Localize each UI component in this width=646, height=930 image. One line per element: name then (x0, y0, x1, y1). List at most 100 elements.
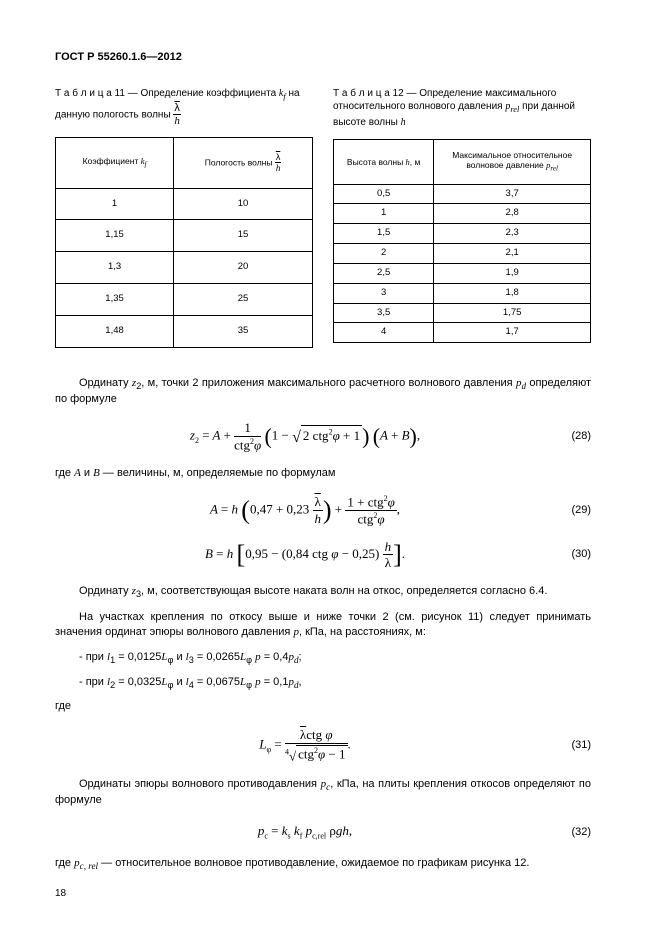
cell: 1 (56, 188, 174, 220)
cell: 2 (334, 244, 434, 264)
txt: и (173, 676, 185, 688)
formula-29-num: (29) (555, 503, 591, 518)
cell: 1,35 (56, 284, 174, 316)
formula-31: Lφ = λctg φ 4√ctg2φ − 1 . (31) (55, 728, 591, 763)
formula-32-num: (32) (555, 825, 591, 840)
txt: — величины, м, определяемые по формулам (100, 467, 336, 479)
txt: - при (79, 651, 107, 663)
para-sections: На участках крепления по откосу выше и н… (55, 610, 591, 640)
page-number: 18 (55, 887, 591, 901)
cell: 1,8 (434, 283, 591, 303)
sym-pd: pd (516, 377, 526, 389)
cell: 35 (174, 315, 313, 347)
cell: 15 (174, 220, 313, 252)
formula-32: pc = ks kf pc,rel ρgh, (32) (55, 822, 591, 842)
table-12-caption: Т а б л и ц а 12 — Определение максималь… (333, 87, 591, 129)
formula-31-body: Lφ = λctg φ 4√ctg2φ − 1 . (55, 728, 555, 763)
table-row: 22,1 (334, 244, 591, 264)
cell: 1,7 (434, 323, 591, 343)
txt: = 0,0325 (115, 676, 161, 688)
t11-cap-frac: λh (173, 103, 181, 127)
tables-row: Т а б л и ц а 11 — Определение коэффицие… (55, 87, 591, 348)
t11-cap-prefix: Т а б л и ц а 11 — (55, 88, 141, 99)
document-header: ГОСТ Р 55260.1.6—2012 (55, 50, 591, 65)
formula-30-body: B = h [0,95 − (0,84 ctg φ − 0,25) hλ]. (55, 540, 555, 570)
sym-pcrel: pc, rel (74, 857, 98, 869)
table-row: 2,51,9 (334, 263, 591, 283)
formula-28-body: z2 = A + 1ctg2φ (1 − √2 ctg2φ + 1) (A + … (55, 421, 555, 452)
table-11-block: Т а б л и ц а 11 — Определение коэффицие… (55, 87, 313, 348)
t12-h: h (401, 117, 406, 128)
table-row: 1,320 (56, 252, 313, 284)
list-line-1: - при l1 = 0,0125Lφ и l3 = 0,0265Lφ p = … (79, 650, 591, 667)
formula-29-body: A = h (0,47 + 0,23 λh) + 1 + ctg2φctg2φ, (55, 495, 555, 526)
cell: 0,5 (334, 184, 434, 204)
cell: 1,9 (434, 263, 591, 283)
para-pc: Ординаты эпюры волнового противодавления… (55, 777, 591, 808)
t11-h2-txt: Пологость волны (205, 157, 275, 167)
t11-h2: Пологость волны λh (174, 137, 313, 188)
para-ab: где A и B — величины, м, определяемые по… (55, 466, 591, 481)
sym-pc: pc (321, 778, 331, 790)
txt: = 0,0265 (194, 651, 240, 663)
cell: 1 (334, 204, 434, 224)
txt: где (55, 467, 74, 479)
sym-a: A (74, 467, 81, 479)
txt: , м, соответствующая высоте наката волн … (141, 585, 547, 597)
cell: 1,3 (56, 252, 174, 284)
list-line-2: - при l2 = 0,0325Lφ и l4 = 0,0675Lφ p = … (79, 675, 591, 692)
para-pcrel: где pc, rel — относительное волновое про… (55, 856, 591, 873)
table-row: 12,8 (334, 204, 591, 224)
cell: 25 (174, 284, 313, 316)
txt: = 0,1 (261, 676, 289, 688)
table-11-caption: Т а б л и ц а 11 — Определение коэффицие… (55, 87, 313, 127)
t12-cap-prefix: Т а б л и ц а 12 — (333, 88, 419, 99)
txt: = 0,0125 (115, 651, 161, 663)
cell: 2,5 (334, 263, 434, 283)
t11-h1: Коэффициент kf (56, 137, 174, 188)
txt: Ординаты эпюры волнового противодавления (79, 778, 321, 790)
cell: 1,48 (56, 315, 174, 347)
cell: 20 (174, 252, 313, 284)
formula-29: A = h (0,47 + 0,23 λh) + 1 + ctg2φctg2φ,… (55, 495, 591, 526)
cell: 1,75 (434, 303, 591, 323)
cell: 10 (174, 188, 313, 220)
cell: 3,7 (434, 184, 591, 204)
formula-30: B = h [0,95 − (0,84 ctg φ − 0,25) hλ]. (… (55, 540, 591, 570)
txt: Ординату (79, 585, 132, 597)
formula-30-num: (30) (555, 547, 591, 562)
txt: , кПа, на расстояниях, м: (299, 626, 426, 638)
cell: 1,15 (56, 220, 174, 252)
cell: 2,3 (434, 224, 591, 244)
formula-31-num: (31) (555, 738, 591, 753)
table-row: 1,3525 (56, 284, 313, 316)
table-row: 1,1515 (56, 220, 313, 252)
txt: = 0,0675 (194, 676, 240, 688)
table-row: 3,51,75 (334, 303, 591, 323)
txt: Ординату (79, 377, 132, 389)
cell: 3 (334, 283, 434, 303)
table-row: 31,8 (334, 283, 591, 303)
para-z3: Ординату z3, м, соответствующая высоте н… (55, 584, 591, 601)
sym-b: B (93, 467, 100, 479)
formula-28-num: (28) (555, 429, 591, 444)
cell: 3,5 (334, 303, 434, 323)
table-row: 0,53,7 (334, 184, 591, 204)
formula-32-body: pc = ks kf pc,rel ρgh, (55, 822, 555, 842)
cell: 4 (334, 323, 434, 343)
table-row: 1,52,3 (334, 224, 591, 244)
cell: 1,5 (334, 224, 434, 244)
txt: и (173, 651, 185, 663)
cell: 2,8 (434, 204, 591, 224)
table-12: Высота волны h, м Максимальное относител… (333, 139, 591, 344)
t12-prel: prel (505, 101, 519, 112)
table-11: Коэффициент kf Пологость волны λh 110 1,… (55, 137, 313, 348)
cell: 2,1 (434, 244, 591, 264)
txt: и (81, 467, 93, 479)
table-row: 1,4835 (56, 315, 313, 347)
txt: - при (79, 676, 107, 688)
t11-cap-text: Определение коэффициента (141, 88, 279, 99)
table-row: 41,7 (334, 323, 591, 343)
formula-28: z2 = A + 1ctg2φ (1 − √2 ctg2φ + 1) (A + … (55, 421, 591, 452)
para-z2: Ординату z2, м, точки 2 приложения макси… (55, 376, 591, 407)
